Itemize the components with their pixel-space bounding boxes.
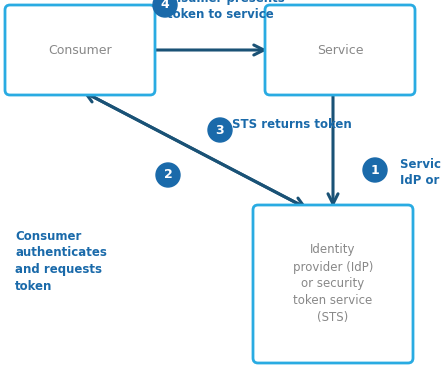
Text: Consumer
authenticates
and requests
token: Consumer authenticates and requests toke…: [15, 230, 107, 292]
Text: Identity
provider (IdP)
or security
token service
(STS): Identity provider (IdP) or security toke…: [293, 244, 373, 325]
Text: Consumer presents
token to service: Consumer presents token to service: [156, 0, 284, 22]
Text: 4: 4: [161, 0, 169, 12]
Circle shape: [156, 163, 180, 187]
FancyBboxPatch shape: [5, 5, 155, 95]
FancyBboxPatch shape: [253, 205, 413, 363]
Text: 2: 2: [164, 169, 172, 182]
Text: Service: Service: [317, 44, 363, 56]
Text: Service trusts
IdP or STS: Service trusts IdP or STS: [400, 158, 441, 188]
Circle shape: [208, 118, 232, 142]
Text: STS returns token: STS returns token: [232, 118, 352, 131]
Text: 3: 3: [216, 123, 224, 137]
Text: 1: 1: [370, 163, 379, 176]
Circle shape: [363, 158, 387, 182]
Text: Consumer: Consumer: [48, 44, 112, 56]
FancyBboxPatch shape: [265, 5, 415, 95]
Circle shape: [153, 0, 177, 17]
